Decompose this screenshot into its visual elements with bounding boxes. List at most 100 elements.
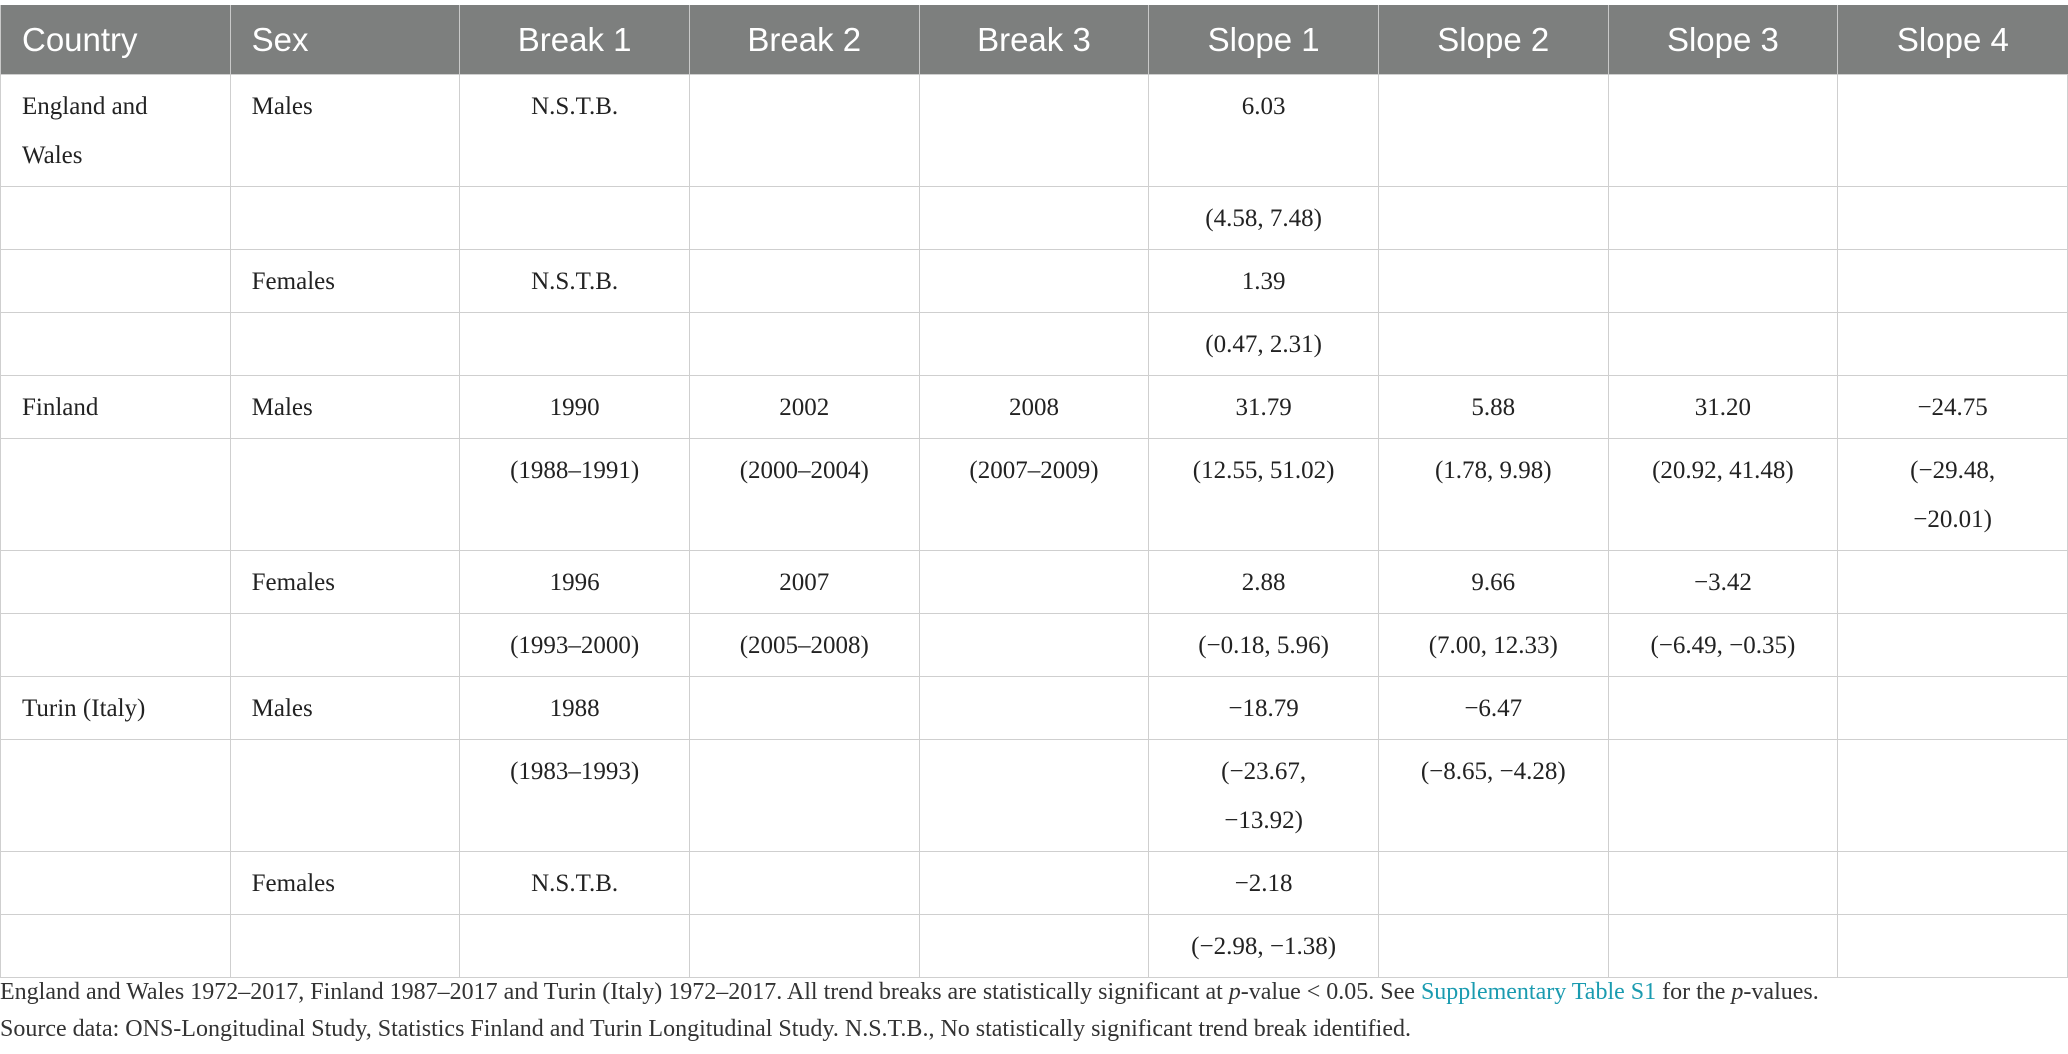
header-cell: Slope 3	[1607, 5, 1838, 75]
table-cell: Turin (Italy)	[0, 676, 231, 740]
table-cell: 6.03	[1148, 74, 1379, 187]
table-cell	[1607, 851, 1839, 915]
table-row: Females N.S.T.B. 1.39	[0, 249, 2068, 313]
table-row: (−2.98, −1.38)	[0, 914, 2068, 978]
table-cell	[918, 249, 1150, 313]
table-cell	[0, 186, 231, 250]
table-cell	[229, 312, 461, 376]
table-cell	[918, 74, 1150, 187]
table-cell: (−6.49, −0.35)	[1607, 613, 1839, 677]
table-cell: (1.78, 9.98)	[1377, 438, 1609, 551]
table: Country Sex Break 1 Break 2 Break 3 Slope 1 Sl…	[0, 5, 2068, 978]
table-cell	[1837, 613, 2068, 677]
table-cell	[0, 739, 231, 852]
table-cell	[1607, 249, 1839, 313]
table-cell	[918, 851, 1150, 915]
table-cell: 2002	[688, 375, 920, 439]
table-cell	[688, 914, 920, 978]
table-cell: (−23.67, −13.92)	[1148, 739, 1379, 852]
table-cell	[229, 914, 461, 978]
table-cell: (2000–2004)	[688, 438, 920, 551]
table-row: Turin (Italy) Males 1988 −18.79 −6.47	[0, 676, 2068, 740]
table-cell	[688, 676, 920, 740]
table-cell: 31.20	[1607, 375, 1839, 439]
table-row: England and Wales Males N.S.T.B. 6.03	[0, 74, 2068, 187]
table-cell: 1988	[459, 676, 690, 740]
table-cell	[0, 312, 231, 376]
table-cell: 2.88	[1148, 550, 1379, 614]
table-cell: 31.79	[1148, 375, 1379, 439]
text: p	[1228, 979, 1241, 1005]
table-cell	[688, 74, 920, 187]
table-row: (1983–1993) (−23.67, −13.92) (−8.65, −4.28…	[0, 739, 2068, 852]
table-cell	[0, 550, 231, 614]
table-cell: (1988–1991)	[459, 438, 690, 551]
header-cell: Break 3	[918, 5, 1149, 75]
table-cell	[918, 914, 1150, 978]
table-cell: Males	[229, 375, 461, 439]
text: for the	[1656, 979, 1732, 1005]
header-cell: Break 2	[688, 5, 920, 75]
table-cell: (12.55, 51.02)	[1148, 438, 1379, 551]
text: p	[1731, 979, 1744, 1005]
table-cell: 1990	[459, 375, 690, 439]
table-cell	[0, 249, 231, 313]
table-cell	[688, 312, 920, 376]
table-cell	[918, 186, 1150, 250]
table-cell: (−8.65, −4.28)	[1377, 739, 1609, 852]
footnote-line: Source data: ONS-Longitudinal Study, Sta…	[0, 1016, 1411, 1042]
link[interactable]: Supplementary Table S1	[1420, 979, 1657, 1005]
table-cell	[918, 550, 1150, 614]
table-cell: (1993–2000)	[459, 613, 690, 677]
table-cell	[688, 851, 920, 915]
table-cell	[918, 676, 1150, 740]
table-row: Females 1996 2007 2.88 9.66 −3.42	[0, 550, 2068, 614]
table-cell	[1837, 249, 2068, 313]
table-cell	[0, 914, 231, 978]
table-cell	[1607, 914, 1839, 978]
table-cell	[918, 613, 1150, 677]
table-cell	[1607, 676, 1839, 740]
table-cell: −18.79	[1148, 676, 1379, 740]
table-cell: (−29.48, −20.01)	[1837, 438, 2068, 551]
table-cell: Females	[229, 249, 461, 313]
table-cell	[1837, 914, 2068, 978]
header-cell: Slope 4	[1837, 5, 2068, 75]
table-cell	[229, 613, 461, 677]
table-cell: (2005–2008)	[688, 613, 920, 677]
table-cell: (20.92, 41.48)	[1607, 438, 1839, 551]
table-cell: (7.00, 12.33)	[1377, 613, 1609, 677]
table-cell	[1607, 739, 1839, 852]
table-cell: 5.88	[1377, 375, 1609, 439]
table-cell	[1377, 74, 1609, 187]
table-cell: −6.47	[1377, 676, 1609, 740]
table-cell	[459, 312, 690, 376]
table-cell	[0, 438, 231, 551]
table-cell: (4.58, 7.48)	[1148, 186, 1379, 250]
table-cell	[688, 186, 920, 250]
table-cell: (−2.98, −1.38)	[1148, 914, 1379, 978]
text: -values.	[1743, 979, 1819, 1005]
table-cell	[1377, 186, 1609, 250]
table-cell	[229, 186, 461, 250]
table-cell	[459, 186, 690, 250]
table-cell: England and Wales	[0, 74, 231, 187]
table-cell: −24.75	[1837, 375, 2068, 439]
table-cell: (−0.18, 5.96)	[1148, 613, 1379, 677]
table-cell	[229, 438, 461, 551]
table-cell: 1996	[459, 550, 690, 614]
header-row: Country Sex Break 1 Break 2 Break 3 Slope 1 Sl…	[0, 5, 2068, 75]
table-cell: −3.42	[1607, 550, 1839, 614]
table-cell: Females	[229, 550, 461, 614]
table-cell	[1607, 312, 1839, 376]
table-cell: Males	[229, 74, 461, 187]
table-cell	[688, 249, 920, 313]
table-cell	[229, 739, 461, 852]
table-row: (4.58, 7.48)	[0, 186, 2068, 250]
table-row: (1993–2000) (2005–2008) (−0.18, 5.96) (7.00…	[0, 613, 2068, 677]
table-cell	[1377, 249, 1609, 313]
table-cell	[918, 312, 1150, 376]
table-cell: (1983–1993)	[459, 739, 690, 852]
table-cell: (0.47, 2.31)	[1148, 312, 1379, 376]
